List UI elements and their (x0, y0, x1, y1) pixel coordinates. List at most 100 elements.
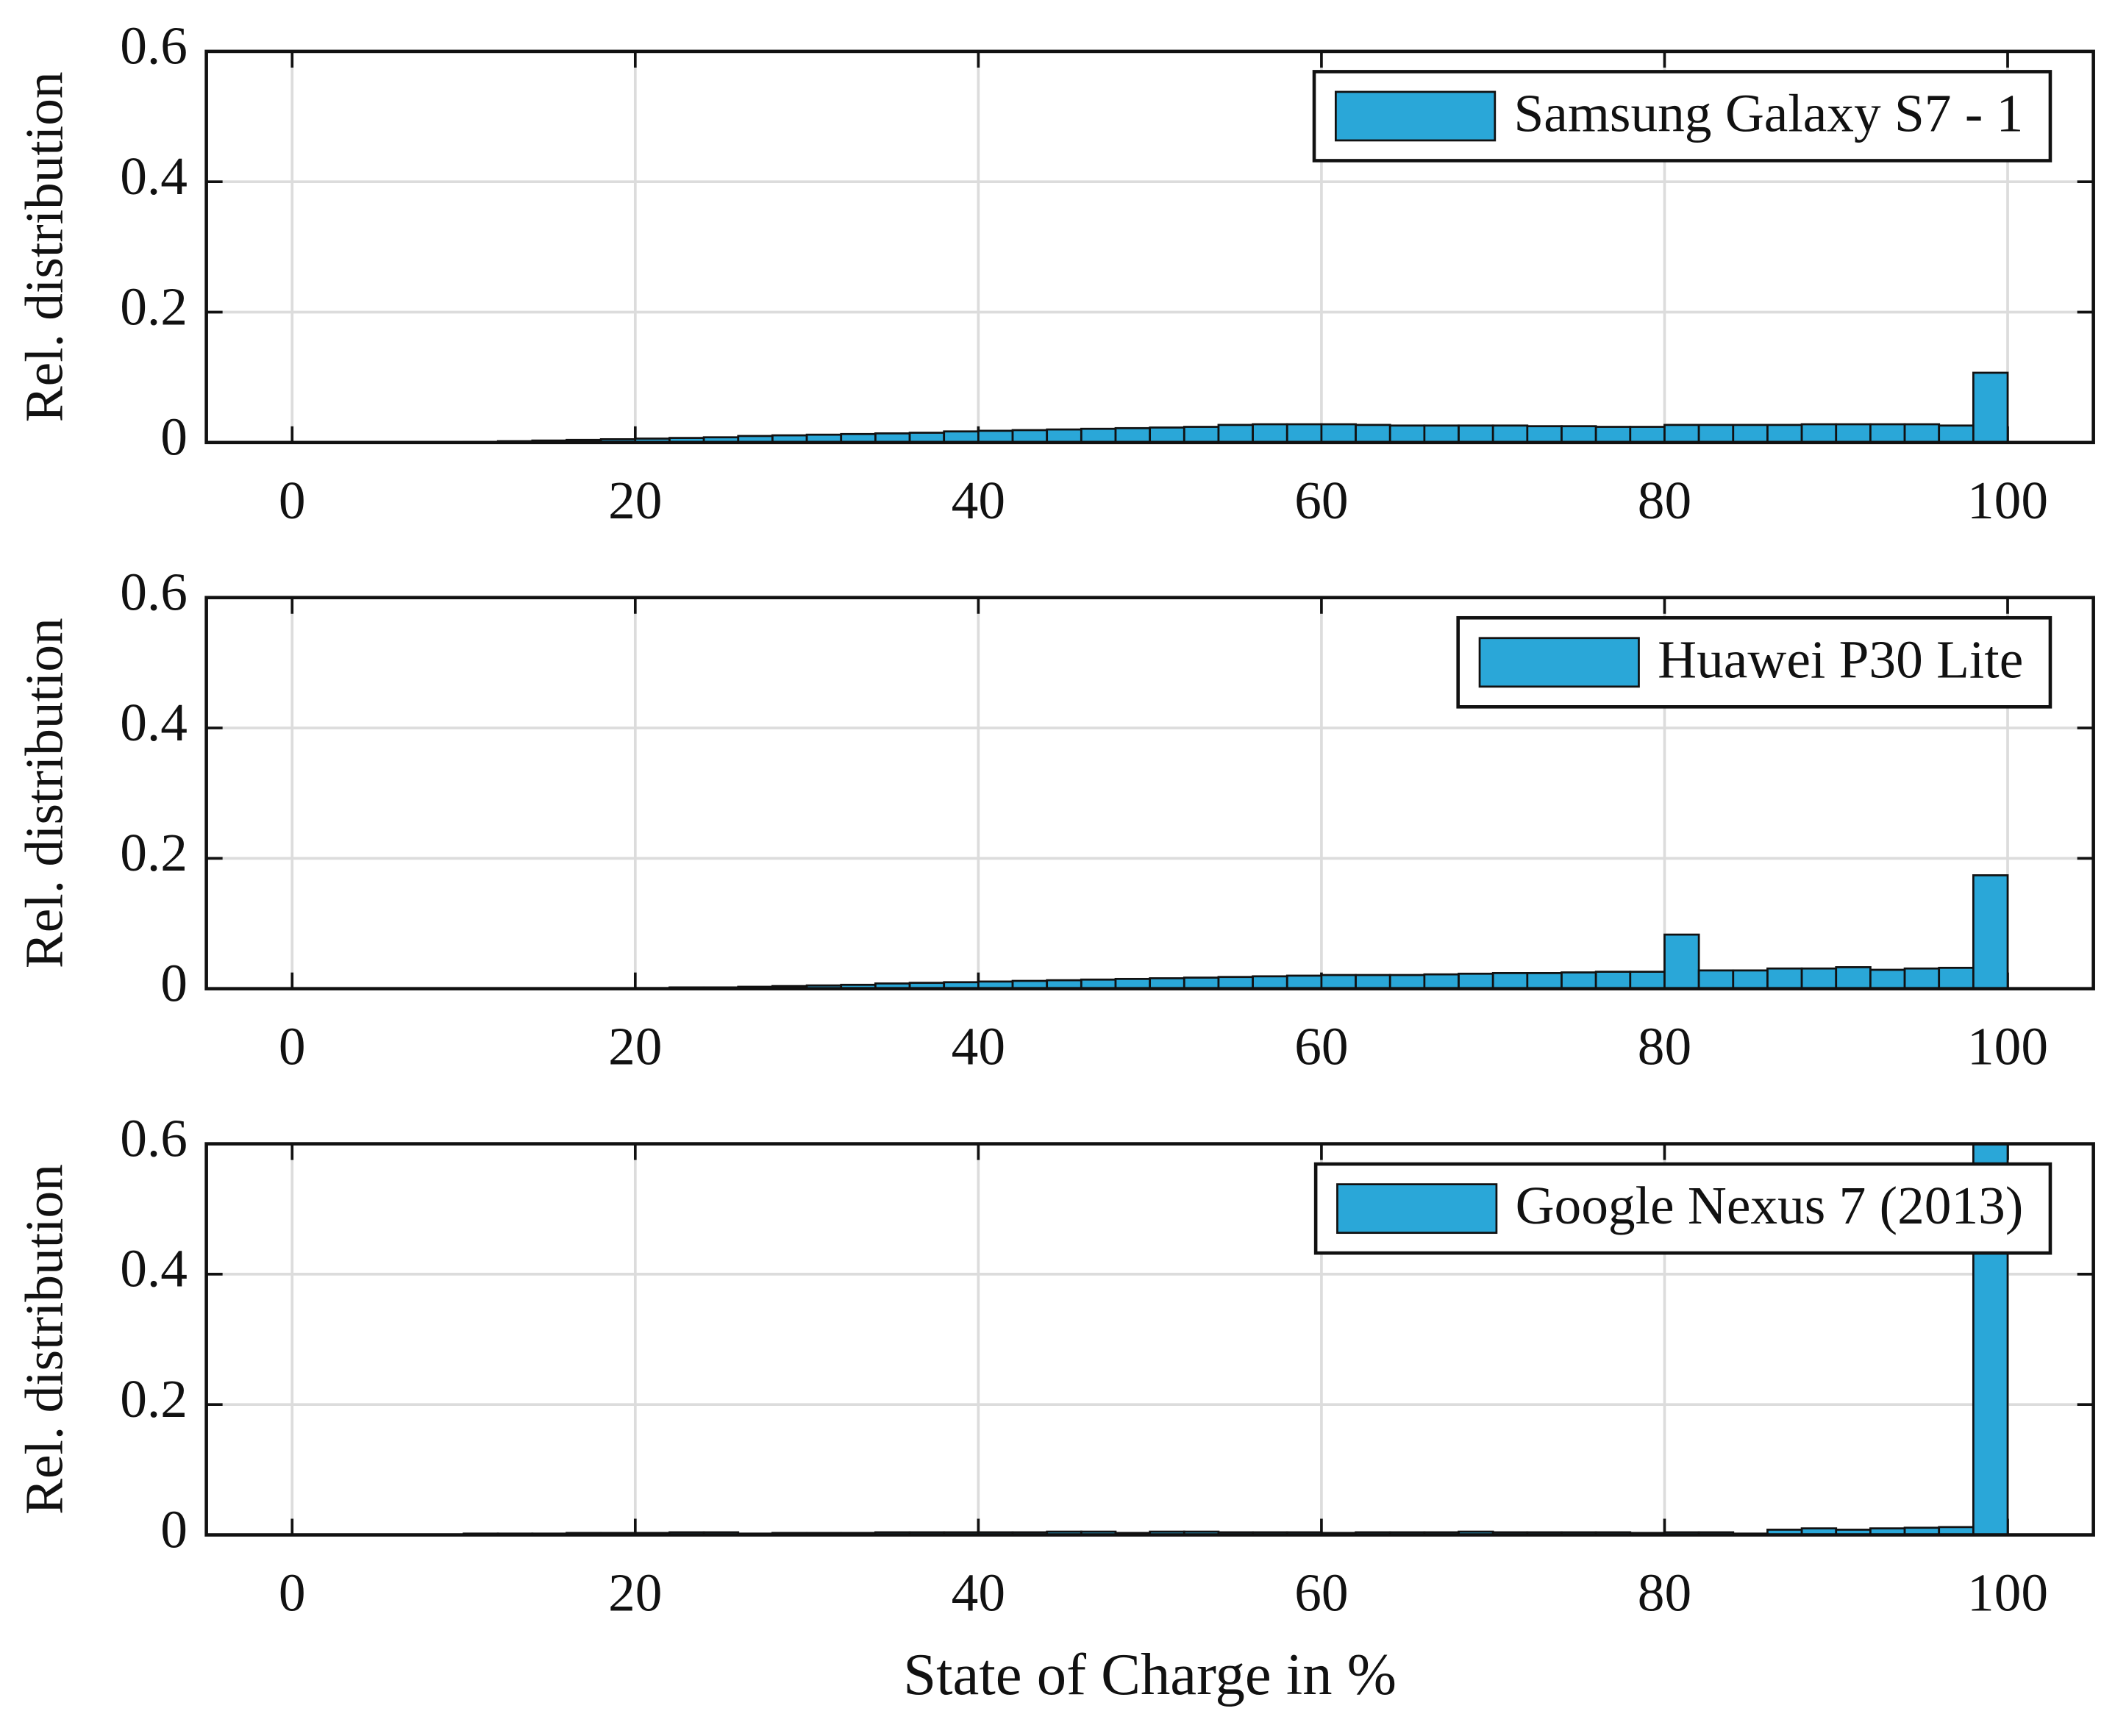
bar (1766, 424, 1803, 443)
bar (1663, 933, 1700, 989)
y-tick-label: 0.4 (120, 693, 188, 752)
bar (1972, 874, 2009, 989)
y-tick-label: 0.6 (120, 16, 188, 76)
x-tick-label: 40 (952, 1563, 1005, 1623)
bar (1423, 973, 1460, 989)
x-tick-label: 100 (1967, 471, 2048, 530)
bar (1663, 424, 1700, 443)
bar (1046, 428, 1083, 443)
panel: 0 20 40 60 80 100 0 0.2 0.4 0.6 Rel. distribution S… (15, 1108, 2095, 1707)
bar (1629, 426, 1666, 443)
bar (1526, 425, 1563, 443)
bar (1149, 426, 1185, 443)
axes-box (204, 596, 2095, 990)
bar (1903, 967, 1941, 989)
x-axis-label: State of Charge in % (903, 1642, 1397, 1707)
x-tick-label: 80 (1638, 1563, 1691, 1623)
bar (1388, 424, 1426, 443)
x-tick-label: 0 (279, 1563, 306, 1623)
bar (1938, 424, 1975, 443)
bar (1869, 423, 1906, 443)
bar (1252, 975, 1288, 989)
y-tick-label: 0.4 (120, 146, 188, 206)
legend-label: Huawei P30 Lite (1658, 629, 2023, 689)
bar (1217, 976, 1254, 989)
legend-swatch (1336, 1183, 1498, 1235)
bar (1869, 968, 1906, 989)
bar (1835, 966, 1872, 989)
bar (1938, 966, 1975, 989)
x-tick-label: 40 (952, 1017, 1005, 1076)
bar (1594, 971, 1632, 989)
y-axis-label: Rel. distribution (15, 71, 74, 422)
y-tick-label: 0.6 (120, 562, 188, 622)
bar (1355, 424, 1391, 443)
bars (463, 371, 2009, 443)
bar (1732, 424, 1769, 443)
bar (1183, 426, 1220, 443)
bar (1252, 423, 1288, 443)
panel: 0 20 40 60 80 100 0 0.2 0.4 0.6 Rel. distribution H… (15, 562, 2095, 1076)
bar (1285, 423, 1323, 443)
legend-label: Samsung Galaxy S7 - 1 (1513, 83, 2023, 143)
bar (1732, 969, 1769, 989)
bar (1697, 969, 1735, 989)
x-tick-label: 40 (952, 471, 1005, 530)
bar (977, 429, 1014, 443)
legend-label: Google Nexus 7 (2013) (1516, 1176, 2024, 1235)
bar (1594, 426, 1632, 443)
bar (1080, 427, 1117, 443)
x-tick-label: 20 (608, 471, 662, 530)
x-tick-label: 0 (279, 1017, 306, 1076)
y-tick-label: 0 (160, 407, 188, 467)
bar (1766, 967, 1803, 989)
x-tick-label: 0 (279, 471, 306, 530)
legend: Samsung Galaxy S7 - 1 (1312, 70, 2052, 162)
axes-box (204, 1142, 2095, 1537)
y-tick-label: 0.2 (120, 1369, 188, 1429)
bar (1972, 371, 2009, 443)
x-tick-label: 100 (1967, 1017, 2048, 1076)
legend: Google Nexus 7 (2013) (1313, 1162, 2052, 1255)
x-tick-label: 20 (608, 1563, 662, 1623)
legend-swatch (1334, 90, 1497, 142)
x-tick-label: 80 (1638, 471, 1691, 530)
y-axis-label: Rel. distribution (15, 618, 74, 968)
legend: Huawei P30 Lite (1456, 615, 2052, 709)
bar (1697, 424, 1735, 443)
bar (1320, 423, 1357, 443)
y-tick-label: 0.6 (120, 1108, 188, 1168)
bar (1800, 423, 1838, 443)
bar (1491, 972, 1529, 989)
bar (1903, 423, 1941, 443)
bar (1011, 429, 1049, 443)
bar (1114, 426, 1152, 443)
bar (1800, 967, 1838, 989)
bar (1491, 424, 1529, 443)
x-tick-label: 80 (1638, 1017, 1691, 1076)
x-tick-label: 60 (1294, 1563, 1348, 1623)
x-tick-label: 60 (1294, 1017, 1348, 1076)
bar (1561, 971, 1597, 989)
y-axis-label: Rel. distribution (15, 1164, 74, 1515)
x-tick-label: 100 (1967, 1563, 2048, 1623)
bar (1217, 424, 1254, 443)
bar (1388, 974, 1426, 989)
bar (1355, 974, 1391, 989)
panel: 0 20 40 60 80 100 0 0.2 0.4 0.6 Rel. distribution S… (15, 16, 2095, 530)
bar (1458, 972, 1494, 989)
y-tick-label: 0.2 (120, 823, 188, 882)
y-tick-label: 0.4 (120, 1239, 188, 1299)
bar (1835, 423, 1872, 443)
bar (1285, 974, 1323, 989)
bar (1423, 424, 1460, 443)
legend-swatch (1478, 637, 1640, 688)
bar (1561, 425, 1597, 443)
y-tick-label: 0 (160, 953, 188, 1012)
x-tick-label: 60 (1294, 471, 1348, 530)
bar (1629, 971, 1666, 989)
axes-box (204, 49, 2095, 445)
y-tick-label: 0.2 (120, 276, 188, 336)
